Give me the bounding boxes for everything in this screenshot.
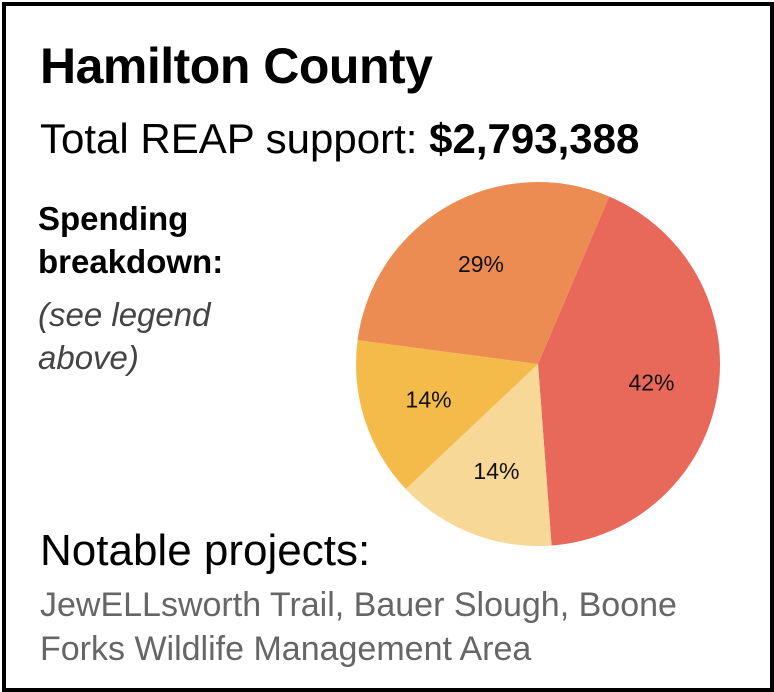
- notable-projects-title: Notable projects:: [40, 526, 371, 575]
- pie-slice-label-1: 42%: [628, 370, 674, 396]
- pie-slice-label-4: 29%: [458, 251, 504, 277]
- pie-slice-1: [538, 196, 720, 546]
- spending-pie-chart: 42% 14% 14% 29%: [356, 181, 720, 546]
- pie-slice-label-3: 14%: [406, 386, 452, 412]
- spending-title: Spending breakdown:: [38, 200, 224, 280]
- total-support: Total REAP support: $2,793,388: [40, 113, 639, 165]
- total-label: Total REAP support:: [40, 115, 418, 162]
- total-amount: $2,793,388: [429, 115, 640, 162]
- spending-note: (see legend above): [38, 296, 211, 376]
- county-title: Hamilton County: [40, 38, 433, 94]
- pie-slice-3: [356, 340, 538, 489]
- pie-slice-label-2: 14%: [473, 458, 519, 484]
- notable-projects-list: JewELLsworth Trail, Bauer Slough, Boone …: [40, 586, 677, 668]
- pie-slice-4: [357, 181, 610, 364]
- pie-slice-2: [405, 364, 552, 546]
